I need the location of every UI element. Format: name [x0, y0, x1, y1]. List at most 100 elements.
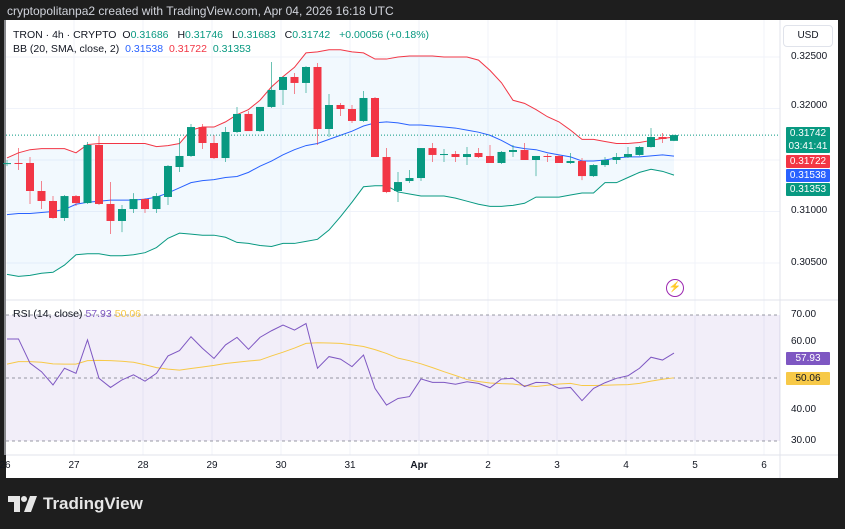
candle-body — [543, 155, 552, 157]
candle-body — [83, 144, 92, 204]
candle-body — [26, 162, 34, 192]
price-tick: 0.32000 — [791, 100, 828, 111]
candle-body — [670, 135, 678, 141]
candle-body — [152, 196, 161, 210]
rsi-line — [7, 322, 675, 406]
candle-body — [187, 127, 195, 156]
candle-body — [164, 165, 172, 197]
candle-body — [405, 178, 414, 182]
time-tick: 29 — [206, 460, 218, 471]
candle-body — [509, 150, 517, 152]
candle-body — [658, 137, 667, 139]
candle-body — [325, 104, 333, 129]
currency-button[interactable]: USD — [783, 25, 833, 47]
chart-panel[interactable] — [6, 20, 838, 478]
symbol-legend: TRON · 4h · CRYPTO O0.31686 H0.31746 L0.… — [13, 29, 432, 41]
high-label: H — [177, 29, 186, 41]
candle-body — [394, 182, 402, 192]
time-tick: 31 — [344, 460, 356, 471]
tradingview-logo[interactable]: TradingView — [8, 494, 143, 514]
bar-countdown: 03:41:41 — [788, 141, 828, 152]
bb-upper-badge: 0.31722 — [786, 155, 830, 168]
bb-label: BB (20, SMA, close, 2) — [13, 43, 120, 55]
candle-body — [624, 154, 632, 158]
candle-body — [72, 196, 80, 204]
rsi-ma-value: 50.06 — [114, 308, 142, 320]
candle-body — [118, 209, 126, 221]
candle-body — [198, 127, 207, 144]
candle-body — [244, 113, 253, 132]
candle-body — [601, 160, 609, 166]
time-tick: 28 — [137, 460, 149, 471]
candle-body — [520, 150, 529, 160]
candle-body — [336, 104, 345, 110]
rsi-legend[interactable]: RSI (14, close) 57.93 50.06 — [13, 308, 144, 320]
candle-body — [290, 76, 299, 83]
candle-body — [440, 154, 448, 156]
candle-body — [566, 161, 575, 163]
price-tick: 0.32500 — [791, 51, 828, 62]
bb-upper-line — [6, 49, 675, 159]
last-price: 0.31742 — [789, 128, 827, 139]
candle-body — [267, 89, 276, 107]
candle-body — [474, 152, 483, 158]
bb-lower-badge: 0.31353 — [786, 183, 830, 196]
candle-body — [532, 155, 540, 160]
rsi-ma-badge: 50.06 — [786, 372, 830, 385]
low-value: 0.31683 — [237, 29, 276, 41]
bb-legend[interactable]: BB (20, SMA, close, 2) 0.31538 0.31722 0… — [13, 43, 254, 55]
candle-body — [256, 106, 264, 132]
candle-body — [359, 97, 368, 121]
candle-body — [348, 109, 356, 121]
time-tick: 30 — [275, 460, 287, 471]
candle-body — [578, 161, 586, 177]
candle-body — [14, 162, 23, 164]
candle-body — [428, 148, 437, 155]
bb-lower-value: 0.31353 — [212, 43, 251, 55]
bb-basis-value: 0.31538 — [125, 43, 164, 55]
candle-body — [382, 157, 391, 193]
open-value: 0.31686 — [130, 29, 169, 41]
candle-body — [313, 66, 322, 129]
rsi-tick: 60.00 — [791, 336, 817, 347]
rsi-tick: 40.00 — [791, 404, 817, 415]
bb-fill — [7, 49, 674, 277]
candle-body — [129, 199, 138, 210]
time-tick: 4 — [623, 460, 629, 471]
bb-basis-badge: 0.31538 — [786, 169, 830, 182]
close-label: C — [284, 29, 293, 41]
candle-body — [3, 163, 11, 165]
time-tick: 2 — [485, 460, 491, 471]
rsi-tick: 70.00 — [791, 309, 817, 320]
bb-upper-value: 0.31722 — [169, 43, 207, 55]
candle-body — [486, 155, 494, 163]
rsi-label: RSI (14, close) — [13, 308, 83, 320]
rsi-tick: 30.00 — [791, 435, 817, 446]
rsi-value: 57.93 — [85, 308, 112, 320]
high-value: 0.31746 — [185, 29, 224, 41]
lightning-icon[interactable]: ⚡ — [666, 279, 684, 297]
bb-lower-line — [6, 168, 675, 277]
rsi-ma-line — [6, 342, 675, 388]
candle-body — [555, 155, 563, 163]
candle-body — [106, 203, 115, 221]
time-tick: 27 — [68, 460, 80, 471]
low-label: L — [231, 29, 238, 41]
symbol-name[interactable]: TRON · 4h · CRYPTO — [13, 29, 117, 41]
candle-body — [49, 200, 57, 218]
candle-body — [589, 165, 598, 177]
candle-body — [497, 151, 506, 163]
time-tick: 5 — [692, 460, 698, 471]
tradingview-logo-icon — [8, 496, 37, 512]
last-price-badge: 0.31742 03:41:41 — [786, 127, 830, 153]
candle-body — [210, 143, 218, 159]
price-tick: 0.30500 — [791, 257, 828, 268]
candle-body — [141, 199, 149, 210]
time-tick: 6 — [761, 460, 767, 471]
candle-body — [95, 144, 103, 204]
candle-body — [221, 131, 230, 159]
change-value: +0.00056 (+0.18%) — [339, 29, 430, 41]
price-tick: 0.31000 — [791, 205, 828, 216]
candle-body — [371, 97, 379, 158]
